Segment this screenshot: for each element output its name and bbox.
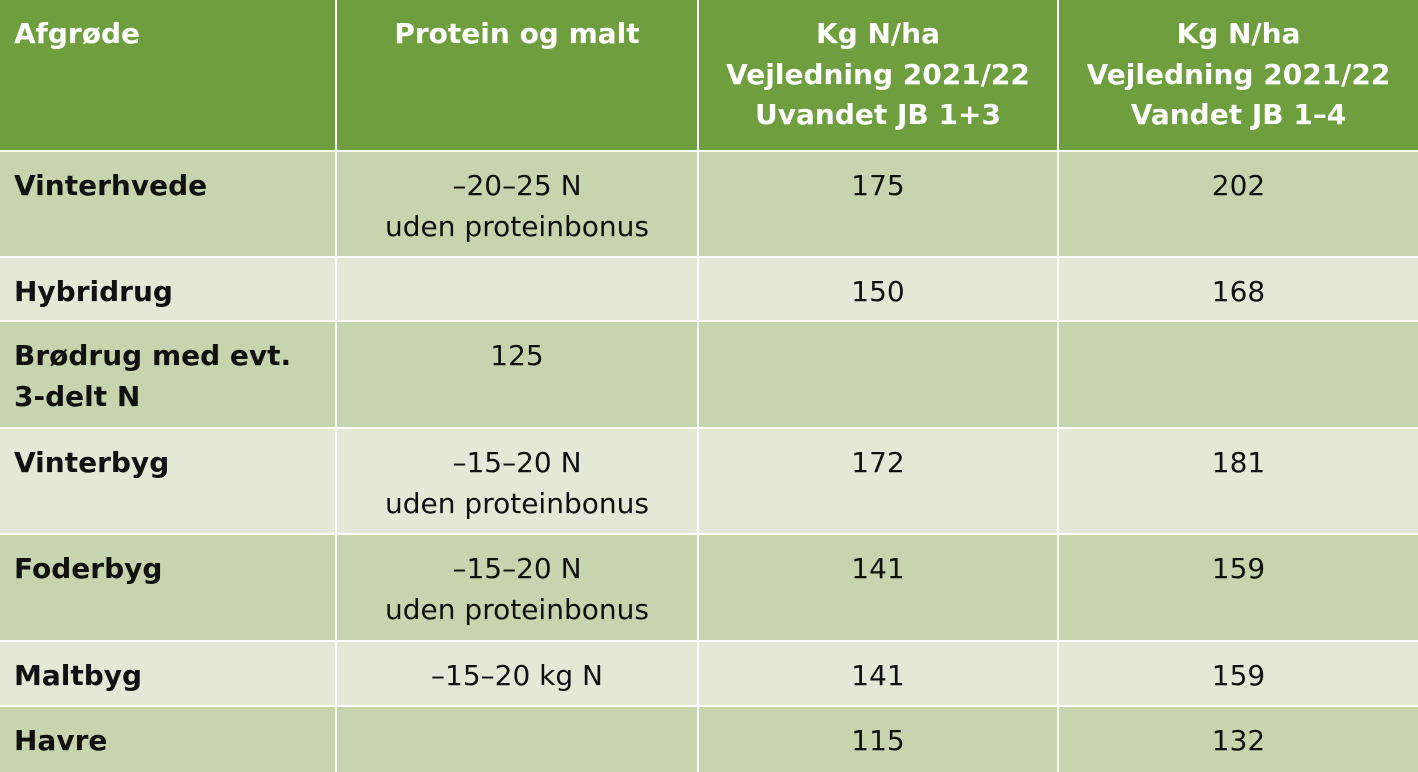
value-cell: 115 — [699, 707, 1057, 772]
value-cell: 141 — [699, 535, 1057, 640]
value-cell: 150 — [699, 258, 1057, 320]
value-cell: 125 — [337, 322, 697, 427]
value-cell: –15–20 N uden proteinbonus — [337, 535, 697, 640]
header-cell: Afgrøde — [0, 0, 335, 150]
value-cell: 175 — [699, 152, 1057, 256]
crop-cell: Havre — [0, 707, 335, 772]
value-cell — [337, 707, 697, 772]
crop-cell: Brødrug med evt. 3-delt N — [0, 322, 335, 427]
crop-cell: Maltbyg — [0, 642, 335, 705]
crop-cell: Foderbyg — [0, 535, 335, 640]
value-cell: 159 — [1059, 535, 1418, 640]
crop-cell: Vinterbyg — [0, 429, 335, 533]
header-cell: Protein og malt — [337, 0, 697, 150]
value-cell: 168 — [1059, 258, 1418, 320]
value-cell: 159 — [1059, 642, 1418, 705]
crop-cell: Vinterhvede — [0, 152, 335, 256]
header-cell: Kg N/ha Vejledning 2021/22 Vandet JB 1–4 — [1059, 0, 1418, 150]
crop-cell: Hybridrug — [0, 258, 335, 320]
value-cell — [699, 322, 1057, 427]
value-cell: 172 — [699, 429, 1057, 533]
header-cell: Kg N/ha Vejledning 2021/22 Uvandet JB 1+… — [699, 0, 1057, 150]
value-cell: –15–20 N uden proteinbonus — [337, 429, 697, 533]
value-cell: –20–25 N uden proteinbonus — [337, 152, 697, 256]
value-cell: 181 — [1059, 429, 1418, 533]
value-cell: 202 — [1059, 152, 1418, 256]
value-cell: –15–20 kg N — [337, 642, 697, 705]
value-cell: 132 — [1059, 707, 1418, 772]
value-cell: 141 — [699, 642, 1057, 705]
value-cell — [337, 258, 697, 320]
value-cell — [1059, 322, 1418, 427]
